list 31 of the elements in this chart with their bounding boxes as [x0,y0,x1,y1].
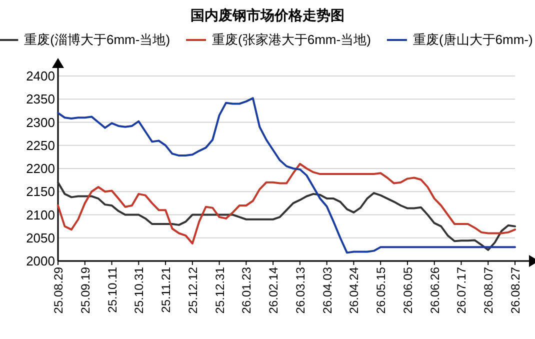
y-tick-label: 2250 [26,138,55,153]
x-tick-label: 25.11.21 [159,266,174,313]
x-tick-label: 26.02.14 [266,266,281,314]
y-tick-label: 2100 [26,207,55,222]
chart-title: 国内废钢市场价格走势图 [190,7,344,23]
legend-label: 重废(张家港大于6mm-当地) [212,32,371,47]
x-tick-label: 26.06.26 [428,266,442,314]
x-tick-label: 25.08.29 [52,266,66,314]
x-tick-label: 25.12.31 [212,266,227,314]
y-tick-label: 2350 [26,92,55,107]
y-tick-label: 2200 [26,161,55,176]
y-tick-label: 2400 [26,68,55,84]
y-tick-label: 2300 [26,114,55,130]
x-tick-label: 26.04.24 [347,266,362,314]
legend-label: 重废(淄博大于6mm-当地) [24,32,170,47]
x-tick-label: 26.01.23 [240,266,254,314]
y-tick-label: 2000 [26,254,55,268]
y-tick-label: 2150 [26,184,55,200]
x-tick-label: 26.04.03 [320,266,334,314]
x-tick-label: 26.03.13 [293,266,308,314]
x-tick-label: 26.08.27 [508,266,522,314]
x-tick-label: 26.08.07 [482,266,496,314]
x-tick-label: 26.06.05 [400,266,415,314]
x-tick-label: 25.09.19 [78,266,92,314]
x-tick-label: 25.10.11 [105,266,120,313]
x-tick-label: 25.10.31 [132,266,146,314]
x-tick-label: 26.05.15 [374,266,388,314]
legend-label: 重废(唐山大于6mm-) [412,32,533,47]
x-tick-label: 26.07.17 [454,266,469,314]
y-tick-label: 2050 [26,230,55,246]
x-tick-label: 25.12.12 [186,266,200,314]
